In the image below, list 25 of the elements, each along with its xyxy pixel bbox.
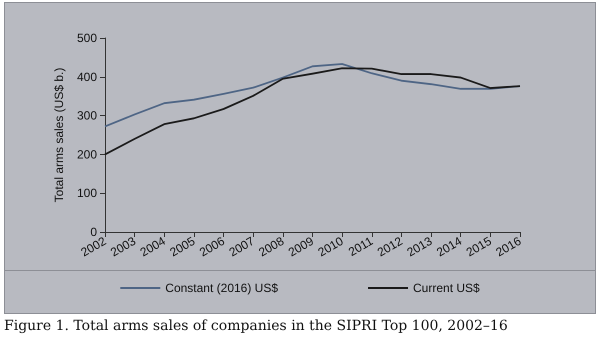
- caption: Figure 1. Total arms sales of companies in the SIPRI Top 100, 2002–16: [4, 318, 508, 334]
- x-tick-label: 2013: [404, 234, 435, 260]
- line-series: [104, 67, 521, 156]
- x-tick-label: 2012: [374, 234, 406, 260]
- y-tick-label: 100: [76, 186, 98, 200]
- x-tick-label: 2015: [464, 234, 494, 260]
- x-tick-label: 2009: [286, 234, 316, 260]
- x-tick-label: 2004: [138, 234, 168, 260]
- x-tick-label: 2007: [226, 234, 257, 260]
- x-tick-label: 2011: [346, 234, 376, 259]
- x-tick-label: 2003: [108, 234, 138, 260]
- legend-label: Constant (2016) US$: [165, 281, 278, 295]
- y-tick-label: 300: [76, 108, 98, 123]
- x-tick-label: 2016: [493, 234, 524, 260]
- x-tick-label: 2010: [316, 234, 346, 260]
- legend-label: Current US$: [413, 281, 480, 295]
- x-tick-label: 2006: [196, 234, 228, 260]
- x-tick-label: 2005: [167, 234, 198, 260]
- y-tick-label: 500: [76, 31, 98, 45]
- y-tick-label: 200: [76, 147, 98, 162]
- x-tick-label: 2008: [256, 234, 287, 260]
- y-tick-label: 0: [90, 225, 98, 239]
- y-tick-label: 400: [76, 70, 98, 84]
- y-axis-title: Total arms sales (US$ b.): [52, 68, 66, 202]
- x-tick-label: 2014: [434, 234, 464, 260]
